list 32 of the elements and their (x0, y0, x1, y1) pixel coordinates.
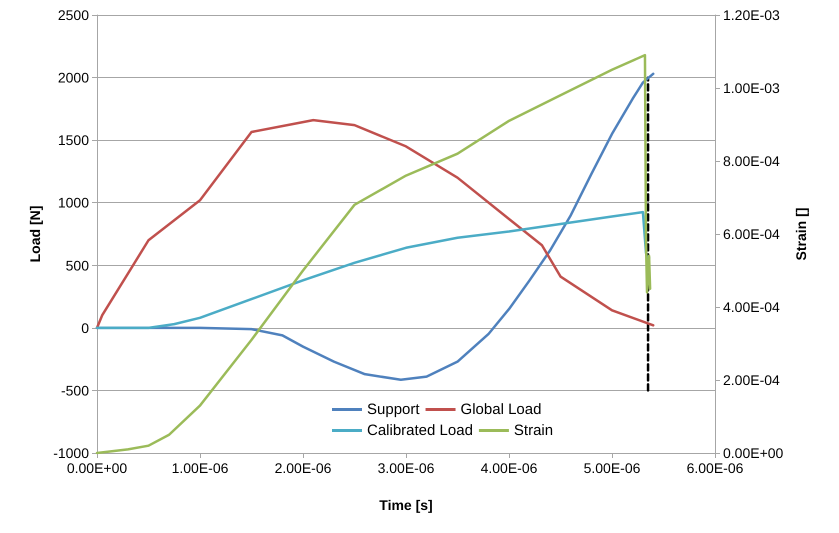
y-tick-label: 1500 (58, 132, 90, 148)
legend-label: Calibrated Load (367, 422, 473, 439)
y-tick-label: 2000 (58, 70, 90, 86)
y-axis-title: Load [N] (27, 206, 43, 262)
y2-tick-label: 1.20E-03 (723, 7, 780, 23)
y2-tick-label: 2.00E-04 (723, 372, 780, 388)
y2-tick-label: 6.00E-04 (723, 226, 780, 242)
y-tick-label: 0 (81, 320, 90, 336)
x-tick-label: 2.00E-06 (274, 460, 332, 476)
line-series (96, 118, 654, 330)
x-tick-label: 5.00E-06 (584, 460, 641, 476)
y-tick-label: 500 (66, 257, 90, 274)
legend-label: Global Load (460, 401, 542, 418)
y-tick-label: 1000 (58, 194, 90, 211)
y-tick-label: 2500 (58, 7, 90, 23)
legend-label: Strain (514, 422, 554, 439)
y2-axis-title: Strain [] (793, 208, 810, 260)
y2-tick-label: 4.00E-04 (723, 299, 780, 315)
y2-tick-label: 0.00E+00 (723, 445, 784, 461)
x-tick-label: 1.00E-06 (172, 460, 229, 476)
y-tick-label: -1000 (53, 445, 90, 461)
legend-label: Support (367, 401, 420, 418)
x-axis-title: Time [s] (379, 497, 433, 513)
y-tick-label: -500 (60, 382, 90, 398)
line-series (96, 210, 650, 330)
x-tick-label: 0.00E+00 (66, 460, 128, 476)
x-tick-label: 3.00E-06 (378, 460, 435, 476)
x-tick-label: 6.00E-06 (686, 460, 744, 476)
y2-tick-label: 8.00E-04 (723, 153, 780, 169)
x-tick-label: 4.00E-06 (480, 460, 538, 476)
line-series (96, 54, 652, 454)
y2-tick-label: 1.00E-03 (723, 80, 780, 96)
